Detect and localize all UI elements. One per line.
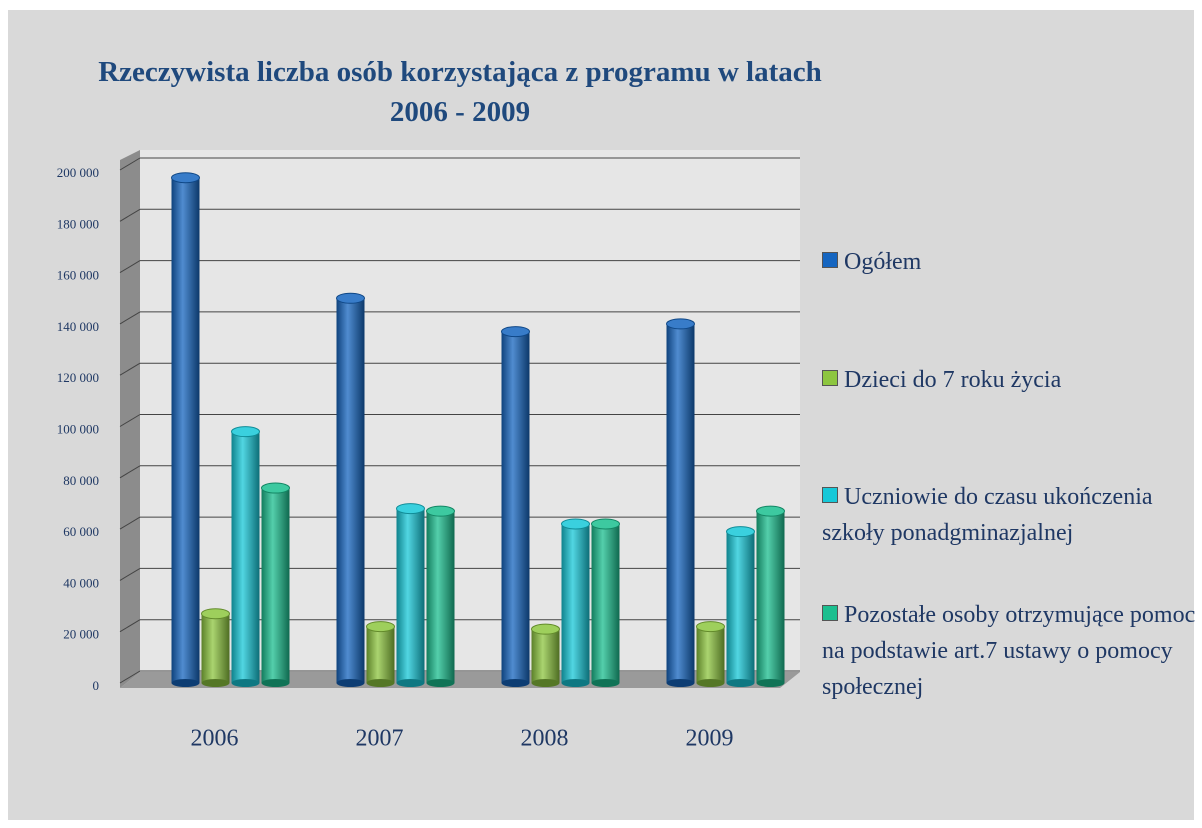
grid-line-side [119,311,141,325]
bar [666,323,695,683]
bar-base [366,679,395,687]
grid-line-side [119,362,141,376]
x-tick-label: 2009 [686,726,734,752]
bar [726,531,755,683]
grid-line-side [119,465,141,479]
bar-top [201,608,230,620]
back-wall [140,150,800,672]
bar-top [231,426,260,438]
y-tick-label: 40 000 [63,575,99,590]
legend-swatch [822,605,838,621]
y-tick-label: 60 000 [63,524,99,539]
bar-top [591,518,620,530]
x-tick-label: 2007 [356,726,404,752]
bar-top [336,292,365,304]
bar [756,511,785,683]
bar-base [171,679,200,687]
grid-line-side [119,619,141,633]
legend-label: Pozostałe osoby otrzymujące pomoc na pod… [822,602,1196,700]
bar-top [726,526,755,538]
bar-top [261,482,290,494]
bar-base [726,679,755,687]
legend-item: Dzieci do 7 roku życia [822,362,1197,398]
x-tick-label: 2008 [521,726,569,752]
bar [696,626,725,683]
bar [561,523,590,683]
bar-base [201,679,230,687]
bar [396,508,425,683]
bar [426,511,455,683]
side-wall [120,150,140,688]
bar-base [531,679,560,687]
legend-item: Uczniowie do czasu ukończenia szkoły pon… [822,479,1197,551]
grid-line-side [119,670,141,684]
bar-base [666,679,695,687]
x-tick-label: 2006 [191,726,239,752]
bar-top [171,172,200,184]
bar-top [561,518,590,530]
y-tick-label: 200 000 [57,165,99,180]
legend-label: Uczniowie do czasu ukończenia szkoły pon… [822,484,1153,546]
bar-top [426,505,455,517]
bar-base [336,679,365,687]
bar-top [696,621,725,633]
bar [501,331,530,683]
bar-base [231,679,260,687]
bar [591,523,620,683]
bar-top [666,318,695,330]
legend-label: Ogółem [844,249,922,275]
grid-line-side [119,260,141,274]
bar-top [501,326,530,338]
grid-line-side [119,516,141,530]
bar-base [591,679,620,687]
bar [231,431,260,683]
bar [201,613,230,683]
bar [261,488,290,683]
y-tick-label: 20 000 [63,627,99,642]
bar-base [396,679,425,687]
y-tick-label: 160 000 [57,268,99,283]
grid-line-side [119,567,141,581]
y-tick-label: 120 000 [57,370,99,385]
legend-swatch [822,370,838,386]
floor [120,672,800,688]
y-tick-label: 180 000 [57,216,99,231]
legend-item: Pozostałe osoby otrzymujące pomoc na pod… [822,597,1197,705]
grid-line-side [119,414,141,427]
bar-top [396,503,425,515]
grid-line-side [119,208,141,222]
bar [336,298,365,683]
legend-label: Dzieci do 7 roku życia [844,367,1062,393]
bar [366,626,395,683]
bar [171,177,200,683]
bar-base [561,679,590,687]
y-tick-label: 0 [93,678,100,693]
legend-swatch [822,252,838,268]
bar-base [501,679,530,687]
bar-base [261,679,290,687]
legend-item: Ogółem [822,244,1197,280]
bar-base [756,679,785,687]
grid-line-side [119,157,141,171]
bar-top [531,623,560,635]
bar-top [756,505,785,517]
bar-base [696,679,725,687]
bar-base [426,679,455,687]
chart-title: Rzeczywista liczba osób korzystająca z p… [98,56,822,128]
y-tick-label: 100 000 [57,421,99,436]
bar-top [366,621,395,633]
y-tick-label: 140 000 [57,319,99,334]
bar [531,629,560,683]
y-tick-label: 80 000 [63,473,99,488]
legend-swatch [822,487,838,503]
